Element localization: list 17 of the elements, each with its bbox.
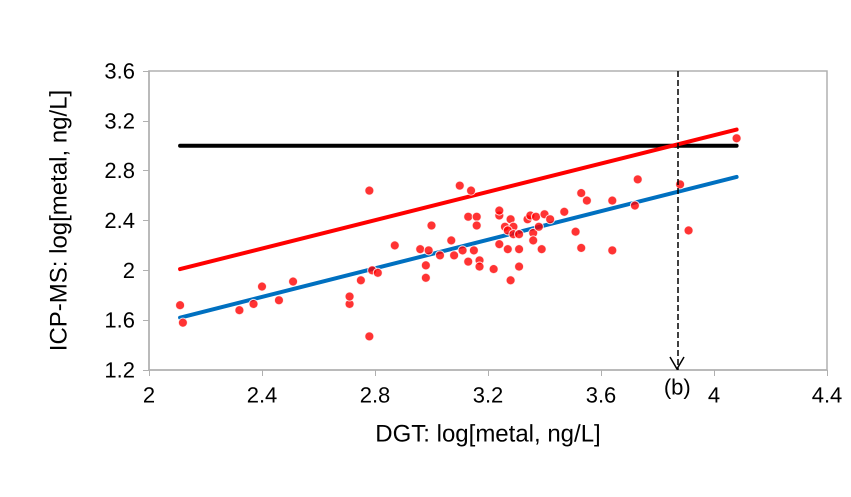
x-tick-label: 2.4 (246, 382, 278, 408)
x-tick-label: 3.2 (472, 382, 504, 408)
y-tick-label: 1.2 (104, 358, 135, 382)
x-tick-label: 2 (142, 382, 156, 408)
y-tick-label: 3.2 (104, 108, 135, 134)
x-tick-label: 2.8 (360, 382, 390, 408)
y-tick-label: 2 (122, 258, 135, 283)
x-tick-label: 4 (708, 382, 720, 408)
y-tick-label: 1.6 (104, 308, 135, 333)
x-axis-title: DGT: log[metal, ng/L] (375, 420, 601, 448)
y-tick-label: 3.6 (104, 58, 135, 84)
x-tick-label: 4.4 (812, 382, 842, 408)
x-tick-label: 3.6 (586, 382, 616, 408)
y-axis-title: ICP-MS: log[metal, ng/L] (46, 90, 72, 352)
y-tick-label: 2.8 (104, 158, 135, 184)
ref-line-label: (b) (664, 374, 691, 400)
y-tick-label: 2.4 (104, 208, 135, 233)
